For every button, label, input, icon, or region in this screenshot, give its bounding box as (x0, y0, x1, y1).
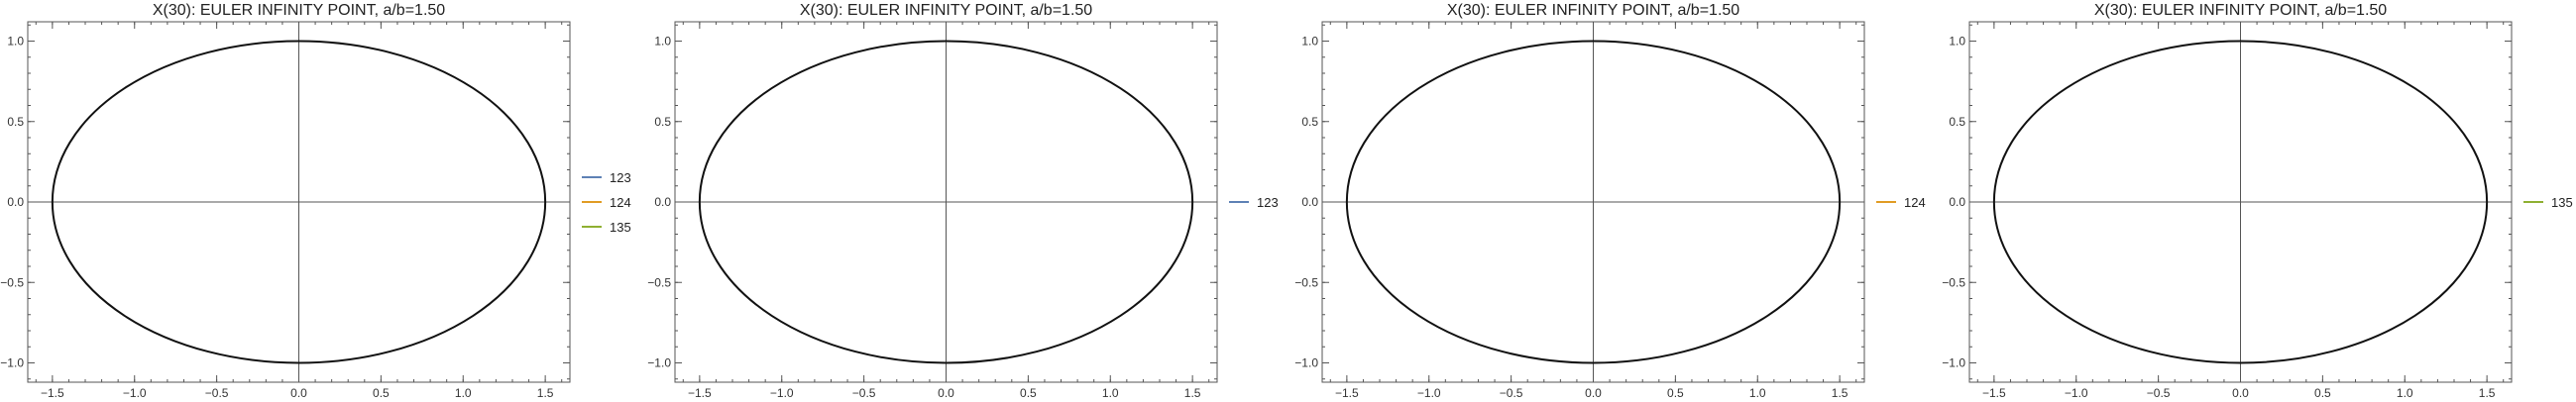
chart-title: X(30): EULER INFINITY POINT, a/b=1.50 (800, 2, 1092, 19)
chart-panel-4: X(30): EULER INFINITY POINT, a/b=1.50 −1.… (1942, 2, 2572, 400)
x-tick-label: 0.0 (2232, 386, 2249, 400)
legend-label: 135 (2551, 195, 2573, 210)
y-tick-label: 0.0 (654, 195, 671, 209)
legend-label: 124 (610, 195, 631, 210)
x-tick-label: 1.5 (1832, 386, 1848, 400)
x-tick-label: 0.5 (373, 386, 390, 400)
x-tick-label: 0.5 (1020, 386, 1037, 400)
y-tick-label: −1.0 (1294, 356, 1318, 370)
y-tick-label: 0.5 (7, 115, 24, 129)
x-tick-label: 0.0 (1585, 386, 1602, 400)
chart-panel-2: X(30): EULER INFINITY POINT, a/b=1.50 −1.… (647, 2, 1278, 400)
chart-panel-3: X(30): EULER INFINITY POINT, a/b=1.50 −1.… (1294, 2, 1925, 400)
y-tick-label: 0.0 (1301, 195, 1318, 209)
legend-item: 135 (582, 220, 631, 235)
legend-item: 124 (1876, 195, 1926, 210)
legend-label: 135 (610, 220, 631, 235)
y-tick-label: 0.5 (1949, 115, 1965, 129)
y-tick-label: −1.0 (1942, 356, 1965, 370)
ellipse-curve (1345, 40, 1842, 364)
ellipse-curve (698, 40, 1194, 364)
x-tick-label: 1.5 (2479, 386, 2496, 400)
y-tick-label: 0.5 (654, 115, 671, 129)
x-tick-label: −1.5 (1335, 386, 1359, 400)
legend-item: 124 (582, 195, 631, 210)
x-tick-label: 1.5 (537, 386, 554, 400)
y-tick-label: −0.5 (0, 275, 24, 289)
y-tick-label: −0.5 (1942, 275, 1965, 289)
legend-item: 123 (582, 170, 631, 185)
y-tick-label: −1.0 (0, 356, 24, 370)
x-tick-label: −1.5 (41, 386, 64, 400)
y-tick-label: 0.0 (7, 195, 24, 209)
x-tick-label: −1.0 (2065, 386, 2088, 400)
x-tick-label: −1.0 (770, 386, 794, 400)
x-tick-label: 1.0 (1749, 386, 1766, 400)
y-tick-label: 1.0 (654, 35, 671, 49)
x-tick-label: −1.0 (1417, 386, 1441, 400)
chart-title: X(30): EULER INFINITY POINT, a/b=1.50 (2094, 2, 2387, 19)
x-tick-label: −0.5 (852, 386, 876, 400)
x-tick-label: 1.0 (455, 386, 472, 400)
ellipse-curve (51, 40, 547, 364)
y-tick-label: −1.0 (647, 356, 671, 370)
x-tick-label: −1.5 (688, 386, 712, 400)
x-tick-label: 0.0 (938, 386, 954, 400)
legend-item: 135 (2523, 195, 2573, 210)
y-tick-label: 1.0 (1949, 35, 1965, 49)
y-tick-label: 1.0 (1301, 35, 1318, 49)
x-tick-label: 1.0 (1102, 386, 1119, 400)
x-tick-label: −0.5 (1500, 386, 1523, 400)
y-tick-label: 0.0 (1949, 195, 1965, 209)
x-tick-label: 1.0 (2397, 386, 2413, 400)
x-tick-label: −1.5 (1982, 386, 2006, 400)
y-tick-label: 1.0 (7, 35, 24, 49)
chart-title: X(30): EULER INFINITY POINT, a/b=1.50 (1447, 2, 1739, 19)
legend-item: 123 (1229, 195, 1279, 210)
y-tick-label: 0.5 (1301, 115, 1318, 129)
ellipse-curve (1992, 40, 2489, 364)
chart-title: X(30): EULER INFINITY POINT, a/b=1.50 (153, 2, 445, 19)
y-tick-label: −0.5 (647, 275, 671, 289)
x-tick-label: 0.5 (2314, 386, 2331, 400)
legend-label: 123 (1257, 195, 1279, 210)
y-tick-label: −0.5 (1294, 275, 1318, 289)
x-tick-label: −0.5 (205, 386, 229, 400)
chart-panel-1: X(30): EULER INFINITY POINT, a/b=1.50 −1.… (0, 2, 630, 400)
x-tick-label: −0.5 (2147, 386, 2171, 400)
x-tick-label: 0.5 (1667, 386, 1684, 400)
x-tick-label: 1.5 (1184, 386, 1201, 400)
legend-label: 124 (1904, 195, 1926, 210)
x-tick-label: 0.0 (290, 386, 307, 400)
x-tick-label: −1.0 (123, 386, 147, 400)
legend-label: 123 (610, 170, 631, 185)
